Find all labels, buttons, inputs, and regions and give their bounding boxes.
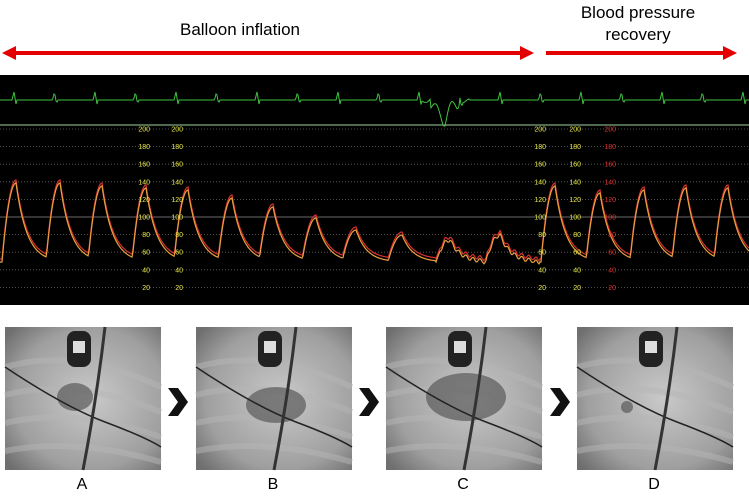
scale-label: 100 <box>604 215 616 222</box>
fluoro-image <box>576 326 735 471</box>
scale-label: 200 <box>569 127 581 134</box>
scale-label: 40 <box>538 267 546 274</box>
scale-label: 120 <box>604 197 616 204</box>
panel-label: D <box>648 476 660 493</box>
chevrons <box>168 388 570 416</box>
scale-label: 60 <box>538 250 546 257</box>
scale-label: 40 <box>608 267 616 274</box>
panel-label: C <box>457 476 469 493</box>
fluoro-image <box>4 326 163 471</box>
scale-label: 20 <box>608 285 616 292</box>
scale-label: 100 <box>534 215 546 222</box>
scale-label: 60 <box>573 250 581 257</box>
scale-label: 120 <box>534 197 546 204</box>
rib-shadow <box>576 385 735 415</box>
scale-label: 180 <box>138 144 150 151</box>
scale-label: 160 <box>171 162 183 169</box>
scale-label: 140 <box>171 179 183 186</box>
scale-label: 200 <box>138 127 150 134</box>
scale-label: 60 <box>142 250 150 257</box>
scale-label: 160 <box>604 162 616 169</box>
pressure-trace <box>0 182 749 265</box>
scale-label: 20 <box>175 285 183 292</box>
scale-label: 100 <box>138 215 150 222</box>
scale-label: 160 <box>534 162 546 169</box>
balloon <box>246 387 306 423</box>
rib-shadow <box>576 414 734 440</box>
fluoro-image <box>195 326 354 471</box>
scale-label: 180 <box>569 144 581 151</box>
scale-label: 180 <box>604 144 616 151</box>
scale-label: 120 <box>569 197 581 204</box>
device-window <box>645 341 657 353</box>
scale-label: 80 <box>142 232 150 239</box>
catheter <box>653 326 679 471</box>
panel-label: A <box>76 476 88 493</box>
guidewire <box>576 366 734 448</box>
scale-label: 40 <box>175 267 183 274</box>
ecg-trace <box>0 91 749 127</box>
scale-label: 20 <box>538 285 546 292</box>
scale-label: 80 <box>573 232 581 239</box>
scale-label: 20 <box>573 285 581 292</box>
catheter <box>462 326 488 471</box>
scale-label: 40 <box>573 267 581 274</box>
rib-shadow <box>4 414 162 440</box>
scale-label: 200 <box>171 127 183 134</box>
rib-shadow <box>195 443 353 465</box>
catheter <box>81 326 107 471</box>
catheter <box>272 326 298 471</box>
guidewire <box>195 366 353 448</box>
scale-label: 160 <box>569 162 581 169</box>
scale-label: 100 <box>569 215 581 222</box>
balloon <box>621 401 633 413</box>
guidewire <box>4 366 162 448</box>
monitor-screen <box>0 75 749 305</box>
scale-label: 100 <box>171 215 183 222</box>
device-window <box>454 341 466 353</box>
scale-label: 140 <box>138 179 150 186</box>
scale-label: 80 <box>538 232 546 239</box>
phase-label: Balloon inflation <box>179 20 301 39</box>
scale-label: 40 <box>142 267 150 274</box>
scale-label: 140 <box>534 179 546 186</box>
scale-label: 20 <box>142 285 150 292</box>
scale-label: 180 <box>534 144 546 151</box>
scale-labels: 200 200 200 200 200 180 180 180 180 180 160 160 160 1… <box>138 127 616 292</box>
scale-label: 120 <box>171 197 183 204</box>
fluoroscopy-panels <box>4 326 735 471</box>
scale-label: 200 <box>534 127 546 134</box>
scale-label: 140 <box>569 179 581 186</box>
arrow <box>546 46 737 60</box>
arrow <box>2 46 534 60</box>
grid <box>0 128 749 288</box>
scale-label: 200 <box>604 127 616 134</box>
scale-label: 60 <box>608 250 616 257</box>
scale-label: 140 <box>604 179 616 186</box>
device-window <box>73 341 85 353</box>
fluoro-image <box>385 326 544 471</box>
phase-label: Blood pressure recovery <box>580 3 696 44</box>
scale-label: 180 <box>171 144 183 151</box>
device-window <box>264 341 276 353</box>
scale-label: 80 <box>608 232 616 239</box>
scale-label: 120 <box>138 197 150 204</box>
panel-label: B <box>267 476 279 493</box>
scale-label: 160 <box>138 162 150 169</box>
balloon <box>57 383 93 411</box>
rib-shadow <box>385 443 543 465</box>
scale-label: 80 <box>175 232 183 239</box>
pressure-trace <box>0 179 749 262</box>
guidewire <box>385 366 543 448</box>
scale-label: 60 <box>175 250 183 257</box>
balloon <box>426 373 506 421</box>
rib-shadow <box>576 443 734 465</box>
rib-shadow <box>4 443 162 465</box>
